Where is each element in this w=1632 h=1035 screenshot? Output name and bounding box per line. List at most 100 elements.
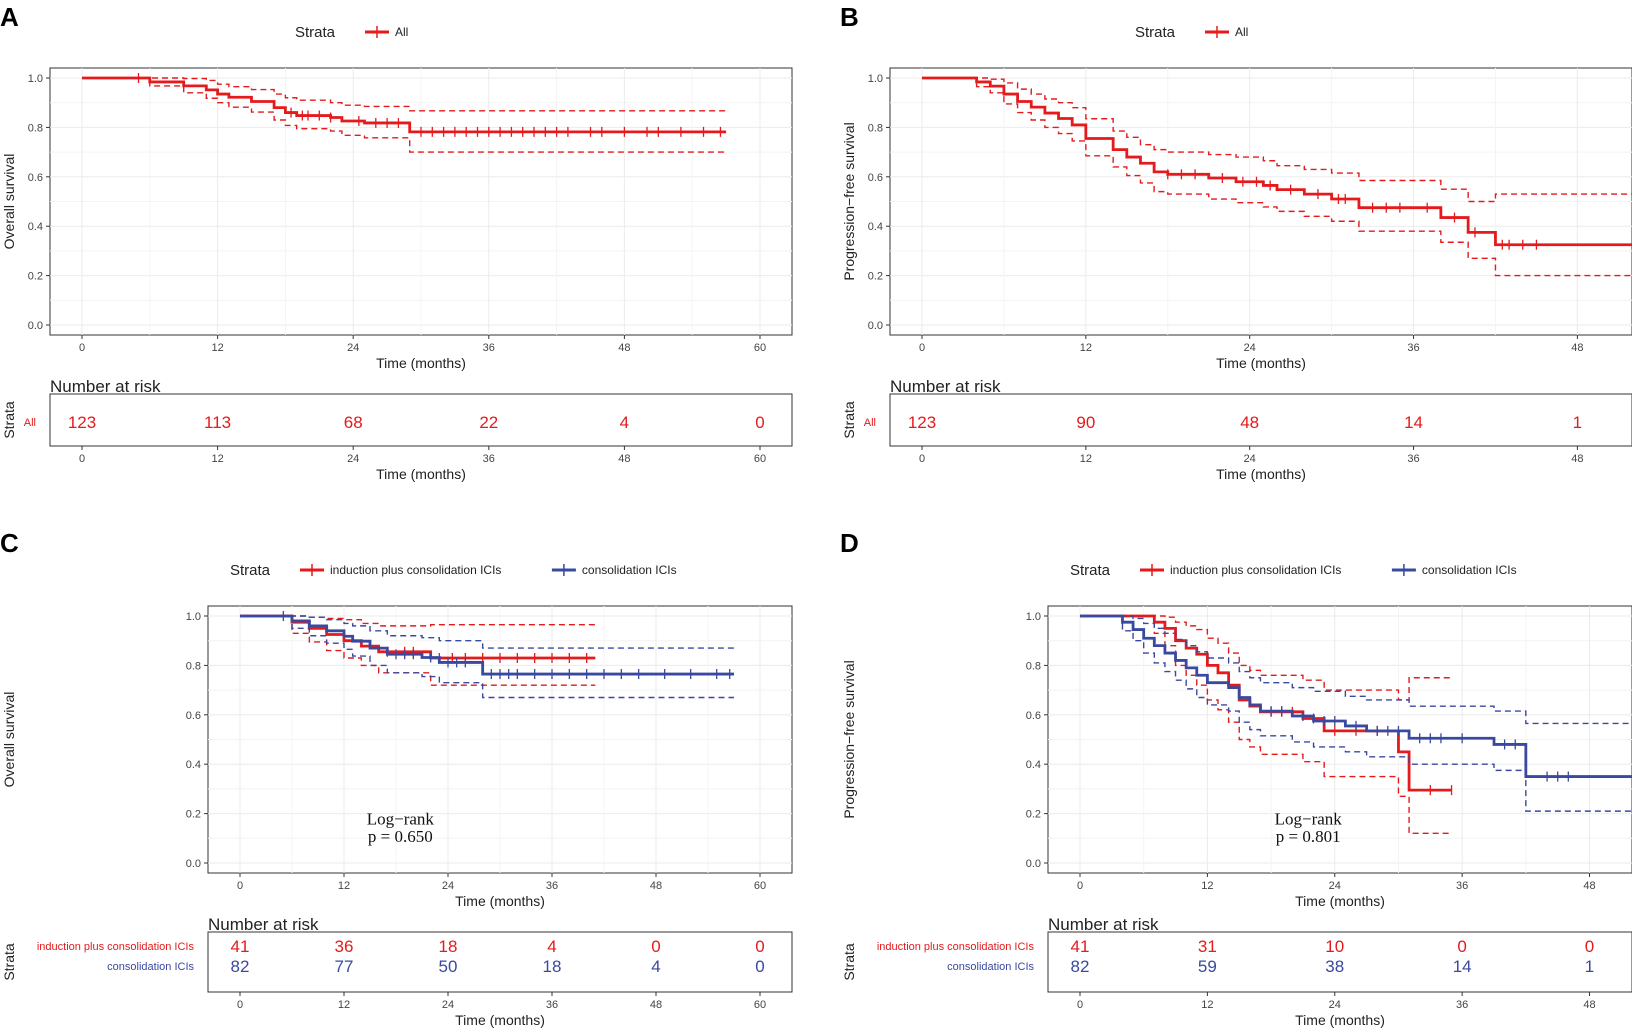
risk-value: 14 — [1404, 413, 1423, 432]
x-tick-label: 0 — [237, 880, 243, 892]
risk-value: 4 — [651, 957, 660, 976]
survival-curve — [82, 76, 727, 134]
risk-value: 0 — [1585, 937, 1594, 956]
risk-table: Number at risk All 123 113 68 22 4 0 0 12 24 36 48 60… — [1, 377, 793, 482]
risk-x-tick-label: 48 — [1571, 453, 1583, 465]
risk-value: 0 — [755, 413, 764, 432]
risk-value: 1 — [1585, 957, 1594, 976]
x-tick-label: 12 — [211, 342, 223, 354]
x-tick-label: 48 — [1583, 880, 1595, 892]
panel-b: Strata All 0.0 0.2 0.4 0.6 0.8 1.0 0 12 24 36 48 Time… — [841, 24, 1632, 482]
risk-value: 59 — [1198, 957, 1217, 976]
risk-value: 90 — [1076, 413, 1095, 432]
risk-x-tick-label: 60 — [754, 999, 766, 1011]
curves — [922, 76, 1632, 277]
panel-c: Strata induction plus consolidation ICIs c… — [1, 562, 793, 1028]
risk-x-tick-label: 24 — [1329, 999, 1341, 1011]
risk-value: 31 — [1198, 937, 1217, 956]
y-tick-label: 0.4 — [186, 759, 201, 771]
risk-value: 123 — [68, 413, 96, 432]
legend-label: All — [395, 25, 408, 39]
risk-x-tick-label: 36 — [483, 453, 495, 465]
panel-label-c: C — [0, 528, 19, 558]
y-axis-label: Progression−free survival — [841, 122, 857, 280]
x-tick-label: 24 — [1244, 342, 1256, 354]
y-tick-label: 0.2 — [1026, 809, 1041, 821]
risk-x-tick-label: 24 — [442, 999, 454, 1011]
risk-value: 41 — [231, 937, 250, 956]
y-tick-label: 0.2 — [868, 271, 883, 283]
ci-upper-line — [922, 77, 1632, 203]
risk-x-tick-label: 12 — [1080, 453, 1092, 465]
x-tick-label: 12 — [1080, 342, 1092, 354]
series-consolidation — [1080, 614, 1632, 812]
curves — [240, 611, 734, 699]
y-tick-label: 0.6 — [868, 172, 883, 184]
y-tick-label: 0.0 — [868, 320, 883, 332]
y-tick-label: 0.2 — [186, 809, 201, 821]
x-tick-label: 24 — [442, 880, 454, 892]
legend-title: Strata — [295, 24, 336, 41]
risk-x-tick-label: 12 — [338, 999, 350, 1011]
risk-value: 123 — [908, 413, 936, 432]
x-tick-label: 36 — [546, 880, 558, 892]
risk-table-title: Number at risk — [890, 377, 1001, 396]
risk-value: 10 — [1325, 937, 1344, 956]
risk-value: 4 — [547, 937, 556, 956]
curves — [1080, 614, 1632, 835]
risk-x-tick-label: 36 — [1456, 999, 1468, 1011]
risk-x-tick-label: 48 — [650, 999, 662, 1011]
risk-value: 50 — [439, 957, 458, 976]
x-tick-label: 48 — [1571, 342, 1583, 354]
ci-upper-line — [240, 615, 596, 627]
x-tick-label: 0 — [79, 342, 85, 354]
risk-table-title: Number at risk — [1048, 915, 1159, 934]
legend: Strata induction plus consolidation ICIs c… — [230, 562, 677, 579]
y-axis-label: Overall survival — [1, 154, 17, 250]
survival-curve — [922, 76, 1632, 247]
risk-value: 77 — [335, 957, 354, 976]
y-tick-label: 0.0 — [1026, 858, 1041, 870]
risk-x-tick-label: 48 — [618, 453, 630, 465]
x-tick-label: 36 — [1456, 880, 1468, 892]
risk-table: Number at risk induction plus consolidati… — [841, 915, 1632, 1028]
legend-label: induction plus consolidation ICIs — [1170, 563, 1341, 577]
risk-value: 82 — [1071, 957, 1090, 976]
risk-table-panel — [207, 931, 793, 993]
risk-x-axis-label: Time (months) — [376, 466, 466, 482]
risk-value: 18 — [543, 957, 562, 976]
risk-x-tick-label: 0 — [79, 453, 85, 465]
risk-value: 1 — [1573, 413, 1582, 432]
survival-curve — [240, 614, 734, 676]
x-tick-label: 24 — [1329, 880, 1341, 892]
grid — [208, 606, 792, 873]
risk-x-tick-label: 12 — [1201, 999, 1213, 1011]
x-tick-label: 12 — [338, 880, 350, 892]
legend-title: Strata — [230, 562, 271, 579]
y-tick-label: 1.0 — [186, 611, 201, 623]
risk-x-tick-label: 12 — [211, 453, 223, 465]
y-tick-label: 0.0 — [186, 858, 201, 870]
strata-axis-label: Strata — [841, 401, 857, 439]
panel-d: Strata induction plus consolidation ICIs c… — [841, 562, 1632, 1028]
strata-axis-label: Strata — [1, 401, 17, 439]
risk-value: 38 — [1325, 957, 1344, 976]
x-tick-label: 48 — [618, 342, 630, 354]
x-tick-label: 60 — [754, 342, 766, 354]
legend-label: induction plus consolidation ICIs — [330, 563, 501, 577]
legend: Strata All — [295, 24, 408, 41]
risk-value: 0 — [1457, 937, 1466, 956]
y-tick-label: 0.4 — [868, 221, 883, 233]
y-tick-label: 0.0 — [28, 320, 43, 332]
risk-row-label: All — [24, 417, 36, 429]
legend-label: All — [1235, 25, 1248, 39]
risk-value: 48 — [1240, 413, 1259, 432]
risk-table-panel — [889, 393, 1632, 447]
risk-x-tick-label: 24 — [347, 453, 359, 465]
y-tick-label: 1.0 — [28, 73, 43, 85]
risk-table: Number at risk induction plus consolidati… — [1, 915, 793, 1028]
risk-row-label: consolidation ICIs — [947, 961, 1034, 973]
grid — [50, 68, 792, 335]
risk-x-tick-label: 0 — [1077, 999, 1083, 1011]
